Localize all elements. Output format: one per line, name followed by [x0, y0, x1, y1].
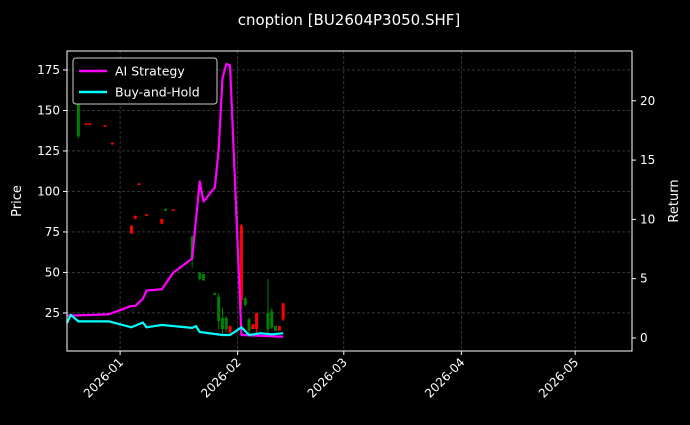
- grid: [67, 51, 632, 351]
- y-tick-label: 150: [37, 103, 60, 117]
- candle-body: [239, 225, 243, 300]
- candle-body: [217, 296, 221, 322]
- y2-tick-label: 10: [640, 212, 655, 226]
- y-axis-label: Price: [10, 185, 25, 217]
- candle-body: [160, 218, 164, 224]
- legend-box: [72, 57, 218, 105]
- legend-label-benchmark: Buy-and-Hold: [115, 85, 200, 100]
- candle-body: [270, 311, 274, 328]
- candle-body: [145, 214, 149, 216]
- candle-body: [251, 324, 255, 330]
- y2-tick-label: 0: [640, 331, 648, 345]
- candle-body: [202, 274, 206, 281]
- candle-body: [88, 123, 92, 126]
- legend-label-strategy: AI Strategy: [115, 64, 185, 79]
- y2-tick-label: 5: [640, 272, 648, 286]
- y-tick-label: 75: [45, 225, 60, 239]
- candle-body: [243, 298, 247, 305]
- candle-body: [103, 125, 107, 127]
- y-tick-label: 50: [45, 265, 60, 279]
- y-axis-right: 0 5 10 15 20: [632, 94, 655, 345]
- candle-body: [274, 325, 278, 331]
- y-tick-label: 25: [45, 306, 60, 320]
- legend: AI Strategy Buy-and-Hold: [72, 57, 218, 105]
- y-tick-label: 100: [37, 184, 60, 198]
- candle-body: [224, 317, 228, 330]
- strategy-line: [67, 62, 284, 338]
- y-axis-left: 25 50 75 100 125 150 175: [37, 63, 67, 320]
- y-tick-label: 175: [37, 63, 60, 77]
- x-tick-label: 2026-01: [81, 355, 126, 400]
- x-tick-label: 2026-03: [305, 355, 350, 400]
- candle-body: [213, 293, 217, 296]
- candle-body: [171, 209, 175, 211]
- y2-axis-label: Return: [667, 179, 682, 222]
- candle-body: [281, 303, 285, 320]
- candle-body: [255, 312, 259, 330]
- candle-body: [133, 215, 137, 219]
- candle-body: [137, 183, 141, 185]
- y-tick-label: 125: [37, 144, 60, 158]
- candle-body: [76, 100, 80, 137]
- candle-body: [111, 142, 115, 145]
- candle-body: [220, 317, 224, 330]
- y2-tick-label: 20: [640, 94, 655, 108]
- x-axis: 2026-01 2026-02 2026-03 2026-04 2026-05: [81, 351, 581, 401]
- y2-tick-label: 15: [640, 153, 655, 167]
- candle-body: [198, 272, 202, 279]
- candle-body: [84, 123, 88, 126]
- candle-body: [228, 325, 232, 333]
- x-tick-label: 2026-02: [198, 355, 243, 400]
- plot-frame: [66, 50, 633, 352]
- candle-body: [164, 209, 168, 211]
- candle-body: [266, 312, 270, 330]
- candles: [76, 94, 285, 334]
- candle-body: [247, 319, 251, 331]
- series-lines: [66, 62, 284, 338]
- candle-body: [277, 325, 281, 331]
- benchmark-line: [66, 313, 284, 337]
- chart-title: cnoption [BU2604P3050.SHF]: [238, 11, 461, 29]
- x-tick-label: 2026-04: [422, 355, 467, 400]
- candle-body: [129, 225, 133, 234]
- x-tick-label: 2026-05: [536, 355, 581, 400]
